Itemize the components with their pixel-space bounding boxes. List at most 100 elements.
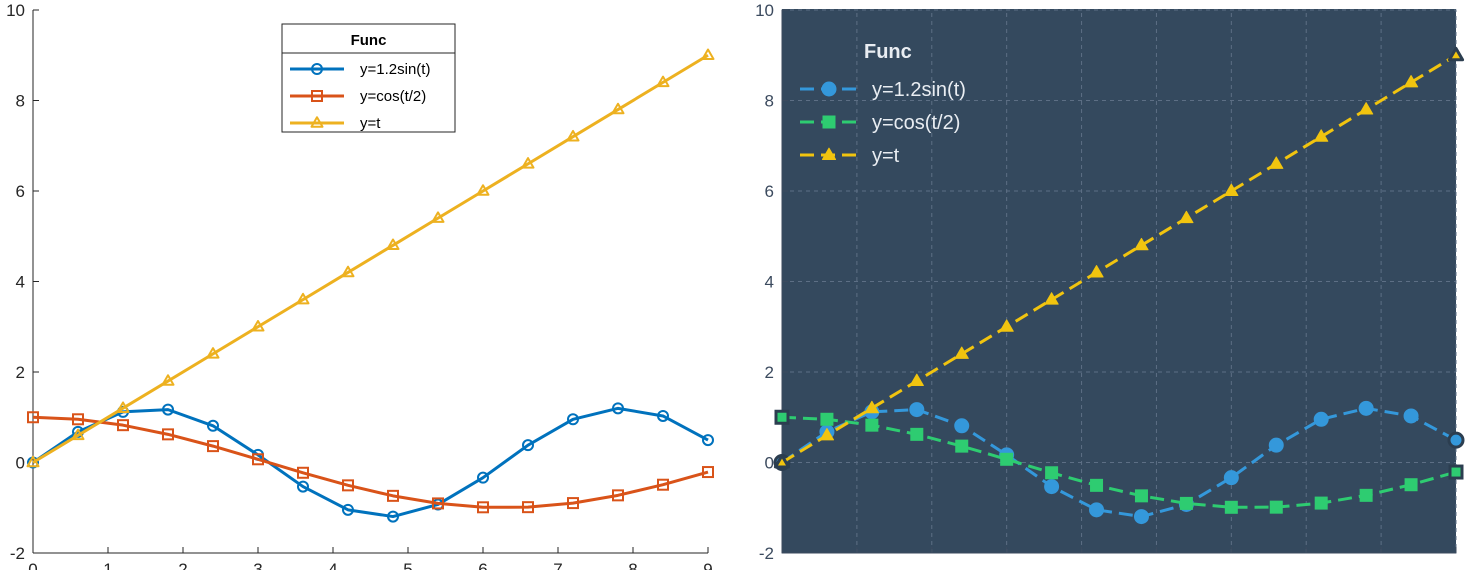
- left-y-tick-label: 10: [6, 1, 25, 20]
- right-legend-swatch-marker: [821, 81, 837, 97]
- left-y-tick-label: 0: [16, 454, 25, 473]
- right-data-point: [1224, 183, 1239, 196]
- left-y-tick-label: 8: [16, 92, 25, 111]
- left-legend-swatch-marker: [311, 90, 323, 102]
- right-legend-swatch-marker: [822, 115, 836, 129]
- left-data-point: [431, 211, 445, 223]
- left-legend-title: Func: [351, 32, 387, 49]
- left-data-point: [432, 497, 444, 510]
- right-data-point: [820, 412, 834, 426]
- left-data-point: [612, 489, 624, 502]
- left-data-point: [522, 501, 534, 514]
- right-data-point: [1447, 431, 1465, 449]
- left-data-point: [161, 374, 175, 386]
- right-data-point: [1358, 400, 1374, 416]
- left-data-point: [567, 413, 579, 426]
- right-data-point: [864, 400, 879, 414]
- left-chart-series-group: [26, 48, 715, 523]
- right-legend-title: Func: [864, 41, 912, 63]
- right-series-line-triangle: [781, 53, 1457, 464]
- left-data-point: [387, 510, 399, 523]
- right-data-point: [1045, 466, 1059, 480]
- right-y-tick-label: 0: [765, 454, 774, 473]
- right-legend-swatch-marker: [821, 147, 837, 160]
- left-data-point: [342, 503, 354, 516]
- right-legend-label: y=t: [872, 145, 900, 167]
- left-data-point: [162, 428, 174, 441]
- left-data-point: [296, 292, 310, 305]
- right-data-point: [1269, 500, 1283, 514]
- right-data-point: [1044, 292, 1059, 305]
- left-data-point: [387, 489, 399, 502]
- left-data-point: [701, 48, 715, 60]
- left-y-tick-label: 2: [16, 363, 25, 382]
- left-data-point: [117, 419, 129, 432]
- right-data-point: [1314, 129, 1329, 142]
- left-x-tick-label: 8: [628, 560, 637, 570]
- right-y-tick-label: 2: [765, 363, 774, 382]
- right-data-point: [910, 427, 924, 441]
- left-data-point: [612, 402, 624, 415]
- left-data-point: [567, 497, 579, 510]
- left-data-point: [71, 428, 85, 441]
- right-data-point: [1089, 502, 1105, 518]
- right-data-point: [954, 346, 969, 359]
- right-data-point: [1404, 478, 1418, 492]
- right-data-point: [1359, 102, 1374, 115]
- left-data-point: [477, 471, 489, 484]
- right-data-point: [999, 319, 1014, 332]
- right-data-point: [1134, 489, 1148, 503]
- right-y-tick-label: 4: [765, 273, 774, 292]
- right-data-point: [1090, 478, 1104, 492]
- left-x-tick-label: 5: [403, 560, 412, 570]
- right-legend-label: y=cos(t/2): [872, 112, 960, 134]
- left-data-point: [657, 409, 669, 422]
- right-y-tick-label: 10: [755, 1, 774, 20]
- left-series-line-square: [32, 415, 709, 509]
- left-legend-label: y=1.2sin(t): [360, 61, 430, 78]
- left-legend-swatch-marker: [311, 63, 323, 75]
- left-data-point: [566, 129, 580, 142]
- left-data-point: [522, 439, 534, 452]
- left-data-point: [702, 434, 714, 447]
- left-legend-label: y=t: [360, 115, 381, 132]
- left-data-point: [252, 453, 264, 466]
- right-data-point: [1134, 237, 1149, 251]
- left-legend-label: y=cos(t/2): [360, 88, 426, 105]
- right-data-point: [1448, 464, 1464, 480]
- left-data-point: [702, 466, 714, 479]
- left-data-point: [297, 466, 309, 479]
- right-data-point: [1269, 156, 1284, 169]
- left-y-tick-label: 6: [16, 182, 25, 201]
- left-data-point: [26, 455, 40, 468]
- right-data-point: [774, 409, 790, 425]
- right-data-point: [1268, 437, 1284, 453]
- right-data-point: [1314, 496, 1328, 510]
- left-data-point: [342, 479, 354, 492]
- right-data-point: [1313, 411, 1329, 427]
- left-x-tick-label: 4: [328, 560, 337, 570]
- left-data-point: [27, 411, 39, 424]
- right-chart-series-group: [773, 46, 1465, 525]
- left-legend-swatch-marker: [310, 116, 324, 128]
- right-y-tick-label: -2: [759, 544, 774, 563]
- right-data-point: [819, 427, 835, 441]
- right-data-point: [1179, 496, 1193, 510]
- right-data-point: [1403, 75, 1419, 88]
- right-data-point: [1179, 210, 1194, 224]
- right-data-point: [1223, 470, 1239, 486]
- left-x-tick-label: 3: [253, 560, 262, 570]
- left-x-tick-label: 1: [103, 560, 112, 570]
- left-y-tick-label: -2: [10, 544, 25, 563]
- left-data-point: [521, 157, 535, 169]
- right-data-point: [1359, 488, 1373, 502]
- left-x-tick-label: 6: [478, 560, 487, 570]
- left-data-point: [657, 478, 669, 491]
- right-data-point: [1133, 509, 1149, 525]
- right-data-point: [1089, 265, 1104, 278]
- right-data-point: [954, 418, 970, 434]
- right-series-line-square: [781, 415, 1457, 509]
